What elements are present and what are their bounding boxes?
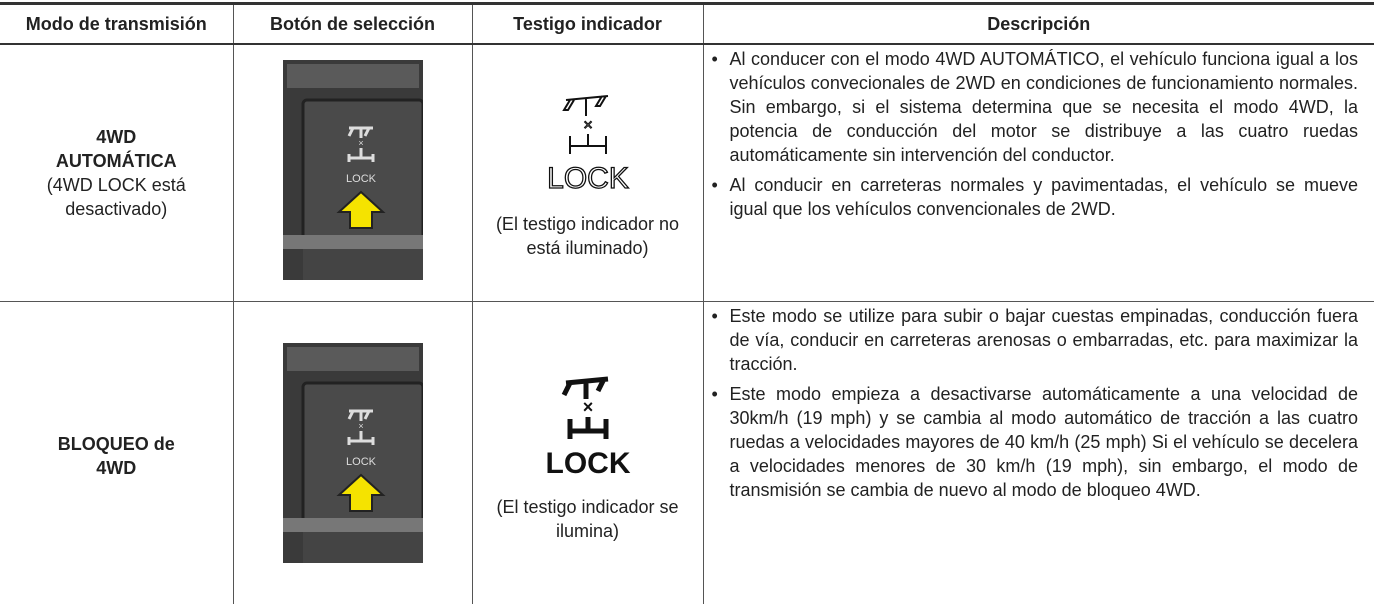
button-label: LOCK: [346, 456, 377, 468]
svg-text:×: ×: [358, 421, 363, 431]
mode-name: BLOQUEO de 4WD: [57, 434, 175, 478]
indicator-cell: × LOCK (El testigo indicador no está ilu…: [471, 44, 703, 302]
mode-cell: BLOQUEO de 4WD: [0, 302, 233, 604]
header: Modo de transmisión: [0, 2, 233, 45]
description-item: Al conducer con el modo 4WD AUTOMÁTICO, …: [712, 47, 1358, 167]
description-cell: Este modo se utilize para subir o bajar …: [702, 301, 1374, 604]
button-image: × LOCK: [282, 343, 424, 563]
button-cell: × LOCK: [232, 301, 472, 604]
indicator-cell: × LOCK (El testigo indicador se ilumina): [471, 301, 703, 604]
description-item: Este modo empieza a desactivarse automát…: [712, 382, 1358, 502]
description-cell: Al conducer con el modo 4WD AUTOMÁTICO, …: [702, 44, 1374, 302]
header: Botón de selección: [232, 2, 472, 45]
description-item: Este modo se utilize para subir o bajar …: [712, 304, 1358, 376]
indicator-icon: × LOCK: [546, 95, 629, 196]
description-list: Este modo se utilize para subir o bajar …: [712, 304, 1358, 502]
button-image: × LOCK: [282, 60, 424, 280]
indicator-icon: × LOCK: [545, 376, 630, 480]
indicator-label: LOCK: [545, 447, 630, 480]
indicator-note: (El testigo indicador no está iluminado): [495, 214, 680, 258]
svg-text:×: ×: [358, 138, 363, 148]
svg-text:×: ×: [582, 397, 593, 417]
row: 4WD AUTOMÁTICA (4WD LOCK está desactivad…: [0, 44, 1374, 302]
header: Testigo indicador: [471, 2, 703, 45]
mode-note: (4WD LOCK está desactivado): [46, 175, 186, 219]
indicator-note: (El testigo indicador se ilumina): [496, 497, 679, 541]
svg-text:×: ×: [583, 117, 592, 134]
description-list: Al conducer con el modo 4WD AUTOMÁTICO, …: [712, 47, 1358, 221]
mode-name: 4WD AUTOMÁTICA: [55, 127, 177, 171]
header-row: Modo de transmisión Botón de selección T…: [0, 2, 1374, 45]
indicator-label: LOCK: [547, 162, 629, 195]
header: Descripción: [702, 2, 1374, 45]
description-item: Al conducir en carreteras normales y pav…: [712, 173, 1358, 221]
button-label: LOCK: [346, 173, 377, 185]
row: BLOQUEO de 4WD × LOCK × LOCK (El t: [0, 301, 1374, 604]
mode-cell: 4WD AUTOMÁTICA (4WD LOCK está desactivad…: [0, 44, 233, 302]
button-cell: × LOCK: [232, 44, 472, 302]
